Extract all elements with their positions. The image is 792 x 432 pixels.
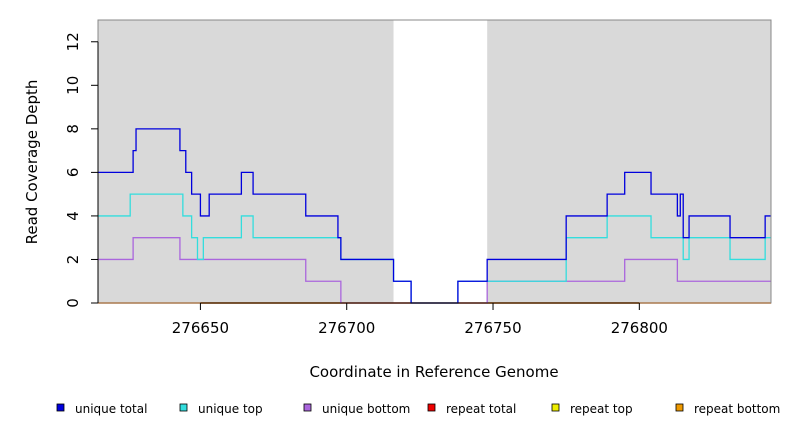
legend-label-unique-total: unique total xyxy=(75,402,147,416)
x-tick-label: 276650 xyxy=(172,319,229,337)
shaded-region-2 xyxy=(487,20,771,303)
legend-swatch-unique-total xyxy=(56,403,65,412)
legend-swatch-unique-bottom xyxy=(303,403,312,412)
y-tick-label: 4 xyxy=(64,211,82,221)
legend-swatch-repeat-top xyxy=(551,403,560,412)
y-tick-label: 10 xyxy=(64,76,82,95)
series-line-unique-bottom xyxy=(98,237,771,304)
y-tick-label: 8 xyxy=(64,124,82,134)
legend-swatch-unique-top xyxy=(179,403,188,412)
shaded-regions xyxy=(98,20,771,303)
y-axis: 0 2 4 6 8 10 12 xyxy=(64,32,99,308)
y-tick-label: 12 xyxy=(64,32,82,51)
legend-label-repeat-bottom: repeat bottom xyxy=(694,402,780,416)
legend-label-unique-bottom: unique bottom xyxy=(322,402,410,416)
x-axis-title: Coordinate in Reference Genome xyxy=(309,363,558,381)
legend: unique total unique top unique bottom repea… xyxy=(56,402,780,416)
y-tick-label: 2 xyxy=(64,255,82,265)
series-line-unique-total xyxy=(98,128,771,304)
legend-swatch-repeat-total xyxy=(427,403,436,412)
y-tick-label: 6 xyxy=(64,168,82,178)
x-axis: 276650 276700 276750 276800 xyxy=(172,302,668,337)
legend-swatch-repeat-bottom xyxy=(675,403,684,412)
y-axis-title: Read Coverage Depth xyxy=(23,80,41,245)
x-tick-label: 276800 xyxy=(611,319,668,337)
x-tick-label: 276750 xyxy=(464,319,521,337)
shaded-region-1 xyxy=(98,20,394,303)
legend-label-repeat-total: repeat total xyxy=(446,402,516,416)
legend-label-unique-top: unique top xyxy=(198,402,263,416)
x-tick-label: 276700 xyxy=(318,319,375,337)
legend-label-repeat-top: repeat top xyxy=(570,402,633,416)
y-tick-label: 0 xyxy=(64,298,82,308)
